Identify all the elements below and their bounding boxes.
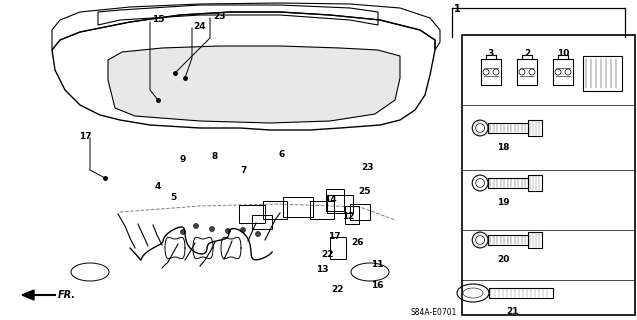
Text: 21: 21 xyxy=(507,307,519,316)
Text: 20: 20 xyxy=(497,255,509,264)
Polygon shape xyxy=(108,46,400,123)
Text: 12: 12 xyxy=(341,212,354,221)
Text: 4: 4 xyxy=(155,182,161,191)
Circle shape xyxy=(194,223,199,228)
Circle shape xyxy=(210,227,215,231)
Text: FR.: FR. xyxy=(58,290,76,300)
Text: 11: 11 xyxy=(371,260,383,269)
Text: 22: 22 xyxy=(332,285,344,294)
Text: 23: 23 xyxy=(362,163,375,172)
Text: 6: 6 xyxy=(279,150,285,159)
Text: 18: 18 xyxy=(497,143,509,152)
Text: 2: 2 xyxy=(524,49,530,58)
Text: 14: 14 xyxy=(324,195,336,204)
Text: 24: 24 xyxy=(193,22,206,31)
Circle shape xyxy=(255,231,261,236)
Text: 7: 7 xyxy=(241,166,247,175)
Text: 8: 8 xyxy=(212,152,218,161)
Text: 1: 1 xyxy=(454,4,461,14)
Polygon shape xyxy=(22,290,34,300)
Text: 13: 13 xyxy=(316,265,328,274)
Text: 26: 26 xyxy=(352,238,364,247)
Text: 9: 9 xyxy=(180,155,186,164)
Text: 15: 15 xyxy=(152,15,164,24)
Text: 23: 23 xyxy=(213,12,225,21)
Text: 17: 17 xyxy=(327,232,340,241)
Text: 17: 17 xyxy=(79,132,91,141)
Circle shape xyxy=(241,228,245,233)
Text: 22: 22 xyxy=(322,250,334,259)
Text: 16: 16 xyxy=(371,281,383,290)
Text: 19: 19 xyxy=(497,198,510,207)
Text: 25: 25 xyxy=(359,187,371,196)
Circle shape xyxy=(225,228,231,234)
Circle shape xyxy=(180,229,185,235)
Text: S84A-E0701: S84A-E0701 xyxy=(411,308,457,317)
Text: 3: 3 xyxy=(488,49,494,58)
Text: 10: 10 xyxy=(557,49,569,58)
Text: 5: 5 xyxy=(170,193,176,202)
